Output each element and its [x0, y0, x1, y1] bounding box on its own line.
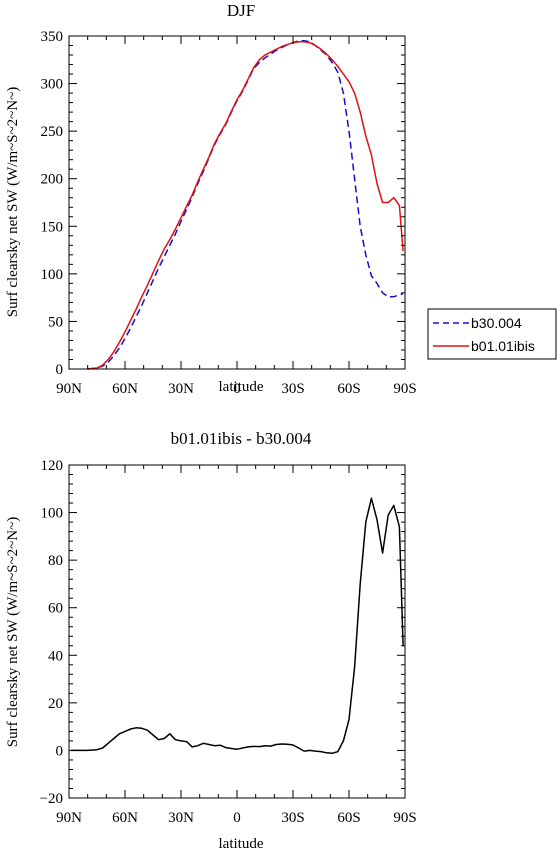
- x-tick-label: 90N: [56, 381, 82, 397]
- legend-entry-b30-004: b30.004: [471, 315, 522, 331]
- x-tick-label: 0: [233, 381, 241, 397]
- y-tick-label: 0: [56, 743, 64, 759]
- bottom-y-axis-label: Surf clearsky net SW (W/m~S~2~N~): [5, 517, 21, 747]
- y-tick-label: −20: [40, 791, 63, 807]
- top-y-axis-label: Surf clearsky net SW (W/m~S~2~N~): [5, 87, 21, 317]
- bottom-chart-title: b01.01ibis - b30.004: [171, 429, 312, 448]
- y-tick-label: 100: [41, 267, 64, 283]
- x-tick-label: 0: [233, 810, 241, 826]
- y-tick-label: 40: [48, 648, 63, 664]
- x-tick-label: 60N: [112, 381, 138, 397]
- y-tick-label: 100: [41, 506, 64, 522]
- top-x-axis-label: latitude: [219, 379, 264, 395]
- y-tick-label: 60: [48, 601, 63, 617]
- bottom-plot-frame: [68, 464, 406, 799]
- bottom-x-axis-label: latitude: [219, 836, 264, 851]
- series-line-difference: [70, 497, 404, 755]
- top-panel: DJF 90N 60N 30N 0 30S 60S 90S 0 50 100 150 200 250 30…: [5, 1, 417, 397]
- series-line-b30-004: [87, 40, 404, 370]
- x-tick-label: 90S: [393, 381, 416, 397]
- x-tick-label: 90S: [393, 810, 416, 826]
- bottom-panel: b01.01ibis - b30.004 90N 60N 30N 0 30S 60S 90S…: [5, 429, 417, 851]
- y-tick-label: 120: [41, 458, 64, 474]
- legend-box: [427, 308, 557, 360]
- x-tick-label: 90N: [56, 810, 82, 826]
- top-plot-frame: [68, 35, 406, 370]
- y-tick-label: 20: [48, 696, 63, 712]
- y-tick-label: 150: [41, 219, 64, 235]
- x-tick-label: 60S: [337, 810, 360, 826]
- x-tick-label: 30N: [168, 810, 194, 826]
- x-tick-label: 60S: [337, 381, 360, 397]
- x-tick-label: 30N: [168, 381, 194, 397]
- y-tick-label: 50: [48, 314, 63, 330]
- x-tick-label: 30S: [281, 810, 304, 826]
- y-tick-label: 300: [41, 77, 64, 93]
- series-line-b01-01ibis: [87, 40, 404, 370]
- x-tick-label: 60N: [112, 810, 138, 826]
- y-tick-label: 350: [41, 29, 64, 45]
- x-tick-label: 30S: [281, 381, 304, 397]
- y-tick-label: 200: [41, 172, 64, 188]
- legend-entry-b01-01ibis: b01.01ibis: [471, 338, 535, 354]
- legend: b30.004 b01.01ibis: [427, 308, 557, 360]
- top-chart-title: DJF: [227, 1, 255, 20]
- y-tick-label: 0: [56, 362, 64, 378]
- y-tick-label: 80: [48, 553, 63, 569]
- y-tick-label: 250: [41, 124, 64, 140]
